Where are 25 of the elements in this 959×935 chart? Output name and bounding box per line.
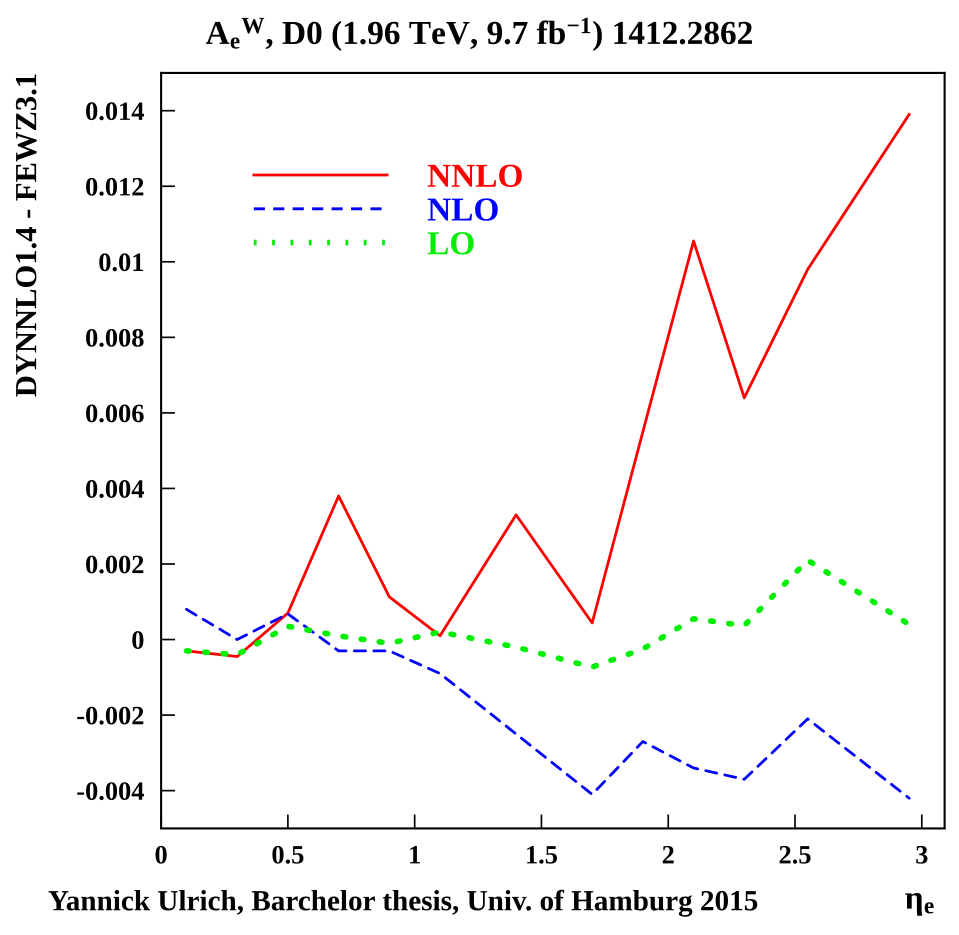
- y-axis-title: DYNNLO1.4 - FEWZ3.1: [16, 74, 37, 397]
- x-tick-label: 3: [916, 846, 928, 864]
- text: Yannick Ulrich, Barchelor thesis, Univ. of Hamburg 2015: [48, 890, 758, 917]
- x-tick-label: 0: [156, 846, 167, 864]
- x-tick-label: 1.5: [527, 846, 557, 864]
- x-tick-label: 2: [662, 846, 674, 864]
- y-tick-label: 0.008: [86, 328, 144, 347]
- legend-label: NLO: [428, 198, 498, 221]
- chart-title: A$_{e}$$^{W}$, D0 (1.96 TeV, 9.7 fb$^{−1}$) 1412.2862: [206, 18, 752, 51]
- x-axis-title: η$_{e}$: [905, 892, 934, 916]
- y-tick-label: 0: [132, 631, 144, 649]
- y-tick-label: 0.006: [86, 404, 144, 422]
- y-tick-label: 0.012: [86, 178, 144, 196]
- y-tick-label: 0.002: [86, 556, 144, 574]
- x-tick-label: 1: [410, 846, 420, 864]
- y-tick-label: -0.004: [77, 782, 144, 800]
- x-tick-label: 2.5: [780, 846, 811, 864]
- y-tick-label: 0.004: [86, 480, 144, 498]
- y-tick-label: -0.002: [77, 706, 144, 725]
- legend-label: LO: [428, 232, 474, 255]
- legend-label: NNLO: [428, 164, 522, 188]
- x-tick-label: 0.5: [272, 846, 304, 864]
- y-tick-label: 0.014: [86, 102, 144, 120]
- line-series: [185, 608, 911, 800]
- y-tick-label: 0.01: [99, 253, 144, 272]
